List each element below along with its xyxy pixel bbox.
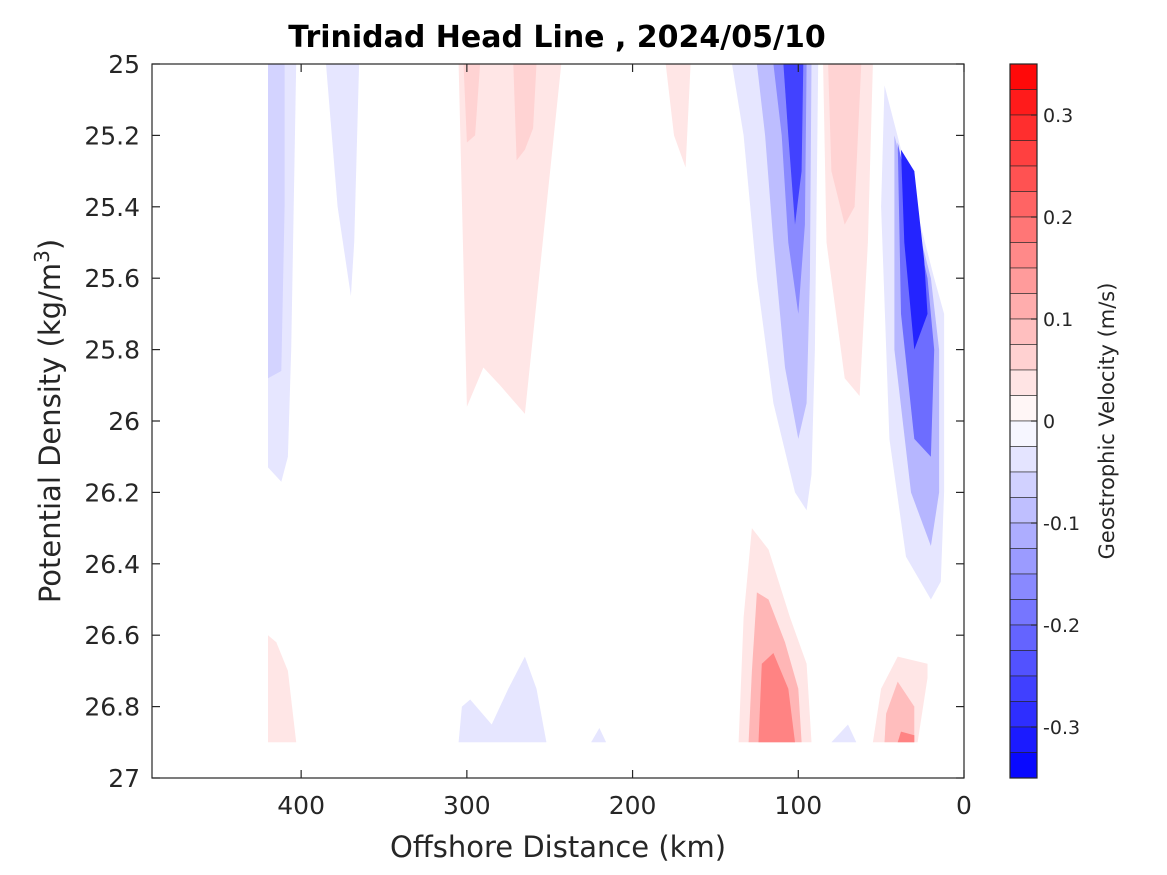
colorbar-level (1009, 216, 1038, 243)
contour-region-negative-speck-220km (591, 728, 607, 743)
colorbar-level (1009, 471, 1038, 498)
colorbar-tick-label: 0.2 (1043, 207, 1073, 229)
colorbar-level (1009, 726, 1038, 753)
colorbar-level (1009, 318, 1038, 345)
y-tick-label: 27 (108, 764, 140, 793)
y-tick-label: 26.6 (84, 621, 140, 650)
colorbar-level (1009, 114, 1038, 141)
contour-region-positive-streak-170km (665, 64, 691, 168)
contour-regions (268, 64, 945, 743)
colorbar-level (1009, 293, 1038, 320)
y-tick-label: 26.8 (84, 693, 140, 722)
contour-region-nearshore-negative-core-105km (783, 64, 804, 225)
colorbar-level (1009, 420, 1038, 447)
colorbar-level (1009, 267, 1038, 294)
colorbar-tick-label: -0.1 (1043, 513, 1080, 535)
x-tick-label: 200 (609, 791, 657, 820)
colorbar-tick-label: 0 (1043, 411, 1055, 433)
contour-region-negative-speck-75km (831, 724, 857, 743)
x-tick-label: 400 (277, 791, 325, 820)
colorbar-level (1009, 675, 1038, 702)
colorbar-level (1009, 650, 1038, 677)
contour-region-positive-bottom-420km (268, 635, 297, 743)
y-axis-label-main: Potential Density (kg/m (33, 263, 67, 603)
colorbar-level (1009, 63, 1038, 90)
y-axis-label-superscript: 3 (30, 250, 54, 263)
colorbar-level (1009, 395, 1038, 422)
y-axis-label: Potential Density (kg/m3) (30, 239, 67, 603)
colorbar-level (1009, 140, 1038, 167)
colorbar: 0.3 0.2 0.1 0 -0.1 -0.2 -0.3 (1009, 63, 1080, 779)
contour-region-positive-bottom-core-40km (884, 681, 915, 743)
y-tick-label: 25.6 (84, 264, 140, 293)
colorbar-level (1009, 522, 1038, 549)
colorbar-level (1009, 573, 1038, 600)
y-tick-label: 25.8 (84, 336, 140, 365)
colorbar-level (1009, 624, 1038, 651)
contour-region-positive-core-300km (463, 64, 481, 143)
chart-title: Trinidad Head Line , 2024/05/10 (288, 20, 825, 55)
colorbar-level (1009, 369, 1038, 396)
contour-region-positive-bottom-speck-30km (897, 731, 915, 743)
contour-region-nearshore-negative-core-35km (901, 149, 928, 350)
colorbar-level (1009, 165, 1038, 192)
colorbar-level (1009, 344, 1038, 371)
y-tick-label: 25.4 (84, 193, 140, 222)
colorbar-level (1009, 242, 1038, 269)
contour-region-positive-core-70km (828, 64, 862, 225)
contour-region-offshore-negative-core-420km (268, 64, 285, 379)
colorbar-level (1009, 89, 1038, 116)
colorbar-level (1009, 191, 1038, 218)
colorbar-level (1009, 752, 1038, 779)
colorbar-tick-label: 0.3 (1043, 105, 1073, 127)
y-tick-label: 26.2 (84, 478, 140, 507)
x-tick-label: 100 (774, 791, 822, 820)
x-axis-label: Offshore Distance (km) (390, 830, 726, 864)
colorbar-level (1009, 446, 1038, 473)
contour-region-positive-bottom-core-115km (758, 653, 795, 743)
y-tick-label: 26 (108, 407, 140, 436)
x-axis: 400 300 200 100 0 (277, 64, 972, 820)
contour-region-offshore-negative-streak-375km (326, 64, 360, 296)
colorbar-tick-label: -0.2 (1043, 615, 1080, 637)
colorbar-level (1009, 701, 1038, 728)
x-tick-label: 300 (443, 791, 491, 820)
contour-region-positive-core-270km (513, 64, 537, 161)
y-tick-label: 26.4 (84, 550, 140, 579)
y-axis: 25 25.2 25.4 25.6 25.8 26 26.2 26.4 26.6 26.8 27 (84, 50, 964, 793)
y-tick-label: 25 (108, 50, 140, 79)
colorbar-level (1009, 497, 1038, 524)
colorbar-tick-label: -0.3 (1043, 717, 1080, 739)
y-tick-label: 25.2 (84, 121, 140, 150)
colorbar-level (1009, 599, 1038, 626)
colorbar-label: Geostrophic Velocity (m/s) (1095, 283, 1119, 560)
contour-region-negative-band-285km (458, 656, 547, 743)
colorbar-level (1009, 548, 1038, 575)
contour-region-positive-band-280km (458, 64, 562, 414)
colorbar-tick-label: 0.1 (1043, 309, 1073, 331)
y-axis-label-close: ) (33, 239, 67, 250)
x-tick-label: 0 (956, 791, 972, 820)
